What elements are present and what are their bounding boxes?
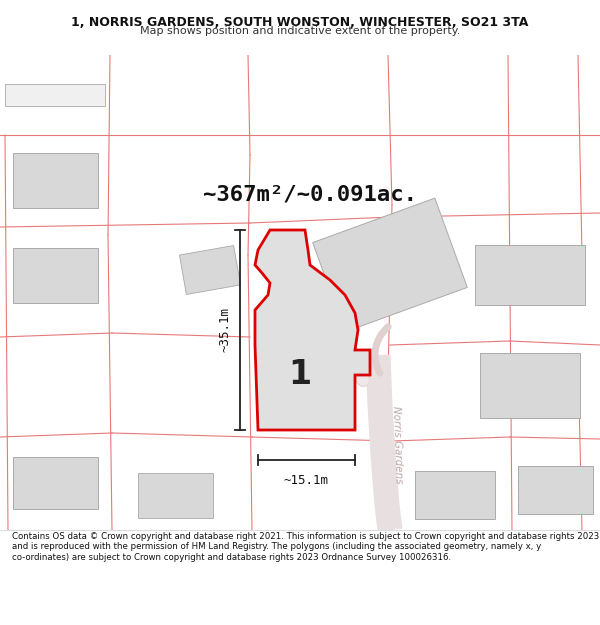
Polygon shape [137, 472, 212, 518]
Text: Contains OS data © Crown copyright and database right 2021. This information is : Contains OS data © Crown copyright and d… [12, 532, 599, 562]
Polygon shape [255, 230, 370, 430]
Polygon shape [13, 248, 97, 302]
Polygon shape [13, 152, 97, 208]
Text: Map shows position and indicative extent of the property.: Map shows position and indicative extent… [140, 26, 460, 36]
Polygon shape [517, 466, 593, 514]
Polygon shape [415, 471, 495, 519]
Polygon shape [5, 84, 105, 106]
Polygon shape [179, 246, 241, 294]
Text: ~35.1m: ~35.1m [218, 308, 232, 352]
Polygon shape [313, 198, 467, 332]
Text: 1: 1 [289, 359, 311, 391]
Text: ~15.1m: ~15.1m [284, 474, 329, 487]
Text: Norris Gardens: Norris Gardens [391, 406, 403, 484]
Polygon shape [13, 457, 97, 509]
Text: ~367m²/~0.091ac.: ~367m²/~0.091ac. [203, 185, 417, 205]
Polygon shape [480, 352, 580, 418]
Polygon shape [475, 245, 585, 305]
Text: 1, NORRIS GARDENS, SOUTH WONSTON, WINCHESTER, SO21 3TA: 1, NORRIS GARDENS, SOUTH WONSTON, WINCHE… [71, 16, 529, 29]
